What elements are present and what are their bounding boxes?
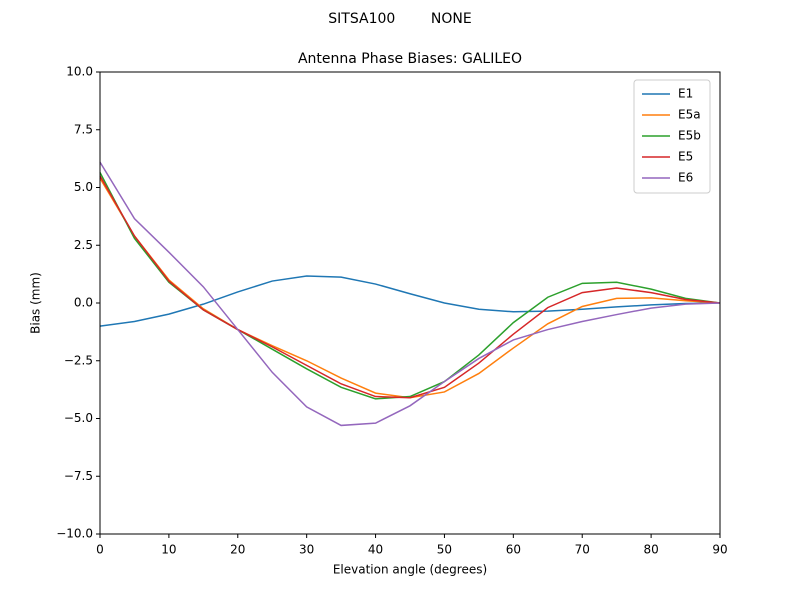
y-tick-label: 2.5 [74, 238, 93, 252]
x-axis-label: Elevation angle (degrees) [333, 563, 487, 577]
series-line [99, 161, 721, 427]
y-tick-label: 0.0 [74, 296, 93, 310]
x-tick-label: 70 [575, 543, 590, 557]
legend-label: E5b [678, 129, 701, 143]
legend-label: E6 [678, 171, 693, 185]
x-tick-label: 20 [230, 543, 245, 557]
x-tick-label: 40 [368, 543, 383, 557]
y-tick-label: 7.5 [74, 122, 93, 136]
x-tick-label: 60 [506, 543, 521, 557]
x-tick-label: 50 [437, 543, 452, 557]
y-tick-label: −7.5 [64, 469, 93, 483]
x-tick-label: 30 [299, 543, 314, 557]
y-axis-label: Bias (mm) [29, 272, 43, 334]
chart-title: Antenna Phase Biases: GALILEO [298, 51, 522, 67]
series-line [99, 175, 721, 399]
legend-box [633, 79, 711, 194]
x-tick-label: 90 [712, 543, 727, 557]
legend-label: E1 [678, 87, 693, 101]
y-tick-label: 5.0 [74, 180, 93, 194]
legend-label: E5a [678, 108, 701, 122]
y-tick-label: −5.0 [64, 411, 93, 425]
y-tick-label: −10.0 [56, 527, 93, 541]
series-line [99, 275, 721, 327]
suptitle: SITSA100 NONE [328, 11, 471, 27]
x-tick-label: 0 [96, 543, 104, 557]
y-tick-label: −2.5 [64, 353, 93, 367]
y-tick-label: 10.0 [66, 65, 93, 79]
legend-label: E5 [678, 150, 693, 164]
series-line [99, 172, 721, 400]
series-line [99, 177, 721, 399]
x-tick-label: 80 [643, 543, 658, 557]
plot-frame [99, 71, 721, 535]
x-tick-label: 10 [161, 543, 176, 557]
